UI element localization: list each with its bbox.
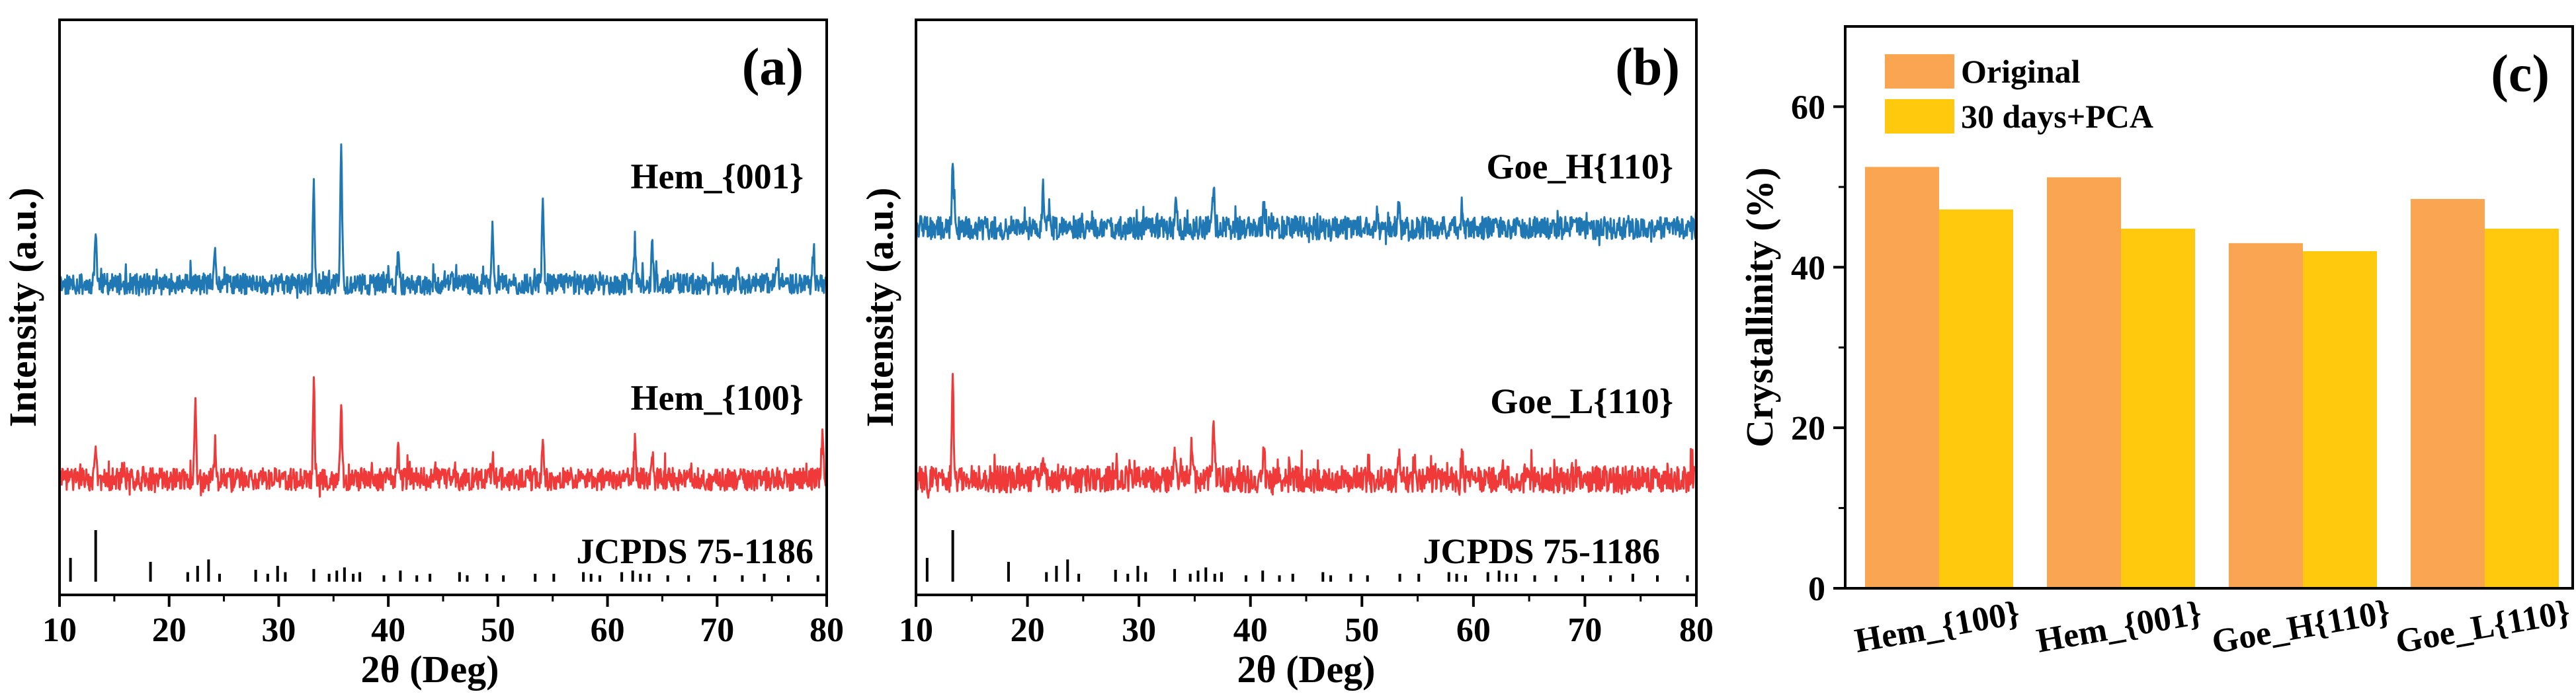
- panel-c-y-tick-label: 0: [1808, 570, 1825, 608]
- legend-swatch-original: [1885, 54, 1954, 89]
- panel-b-letter: (b): [1615, 38, 1680, 97]
- bar-30days-2: [2303, 251, 2377, 588]
- panel-b-lower-trace: [915, 373, 1698, 499]
- panel-a-x-axis: 10 20 30 40 50 60 70 80: [42, 595, 844, 649]
- panel-a-y-title: Intensity (a.u.): [1, 188, 44, 428]
- panel-c-y-tick-label: 60: [1791, 89, 1825, 126]
- panel-c-y-title: Crystallinity (%): [1738, 167, 1781, 447]
- panel-c-frame: [1844, 25, 2574, 590]
- panel-a-x-tick-label: 50: [481, 611, 515, 649]
- panel-a-frame: [58, 19, 828, 596]
- panel-b-lower-label: Goe_L{110}: [1490, 381, 1673, 421]
- panel-b-upper-trace: [915, 163, 1698, 247]
- category-label: Goe_H{110}: [2209, 593, 2393, 661]
- panel-a-x-tick-label: 40: [371, 611, 405, 649]
- panel-c-y-tick-label: 40: [1791, 249, 1825, 287]
- bar-30days-3: [2485, 229, 2559, 588]
- legend-label-original: Original: [1961, 53, 2081, 90]
- panel-b-plot-area: [915, 163, 1698, 582]
- panel-a-x-tick-label: 10: [42, 611, 77, 649]
- panel-b-x-tick-label: 50: [1345, 611, 1379, 649]
- panel-a-x-tick-label: 80: [810, 611, 844, 649]
- panel-c-letter: (c): [2491, 45, 2550, 103]
- panel-b-x-tick-label: 40: [1233, 611, 1268, 649]
- panel-c-bars: [1865, 167, 2559, 589]
- panel-a-lower-trace: [58, 376, 828, 498]
- panel-a-upper-label: Hem_{001}: [630, 157, 804, 196]
- panel-c-y-tick-label: 20: [1791, 410, 1825, 447]
- panel-b-x-axis: 10 20 30 40 50 60 70 80: [899, 595, 1714, 649]
- panel-a-lower-label: Hem_{100}: [630, 378, 804, 418]
- category-label: Hem_{100}: [1852, 594, 2022, 660]
- panel-b-x-tick-label: 70: [1567, 611, 1602, 649]
- panel-c: Hem_{100} Hem_{001} Goe_H{110} Goe_L{110} 0 2…: [1738, 25, 2574, 661]
- panel-a-x-tick-label: 60: [591, 611, 625, 649]
- bar-original-0: [1865, 167, 1939, 588]
- panel-b-x-tick-label: 20: [1011, 611, 1045, 649]
- bar-original-2: [2229, 243, 2303, 588]
- panel-a-letter: (a): [742, 38, 804, 97]
- panel-b-frame: [915, 19, 1698, 596]
- panel-b-y-title: Intensity (a.u.): [858, 188, 901, 428]
- bar-original-3: [2411, 199, 2485, 589]
- category-label: Hem_{001}: [2034, 594, 2204, 660]
- bar-30days-1: [2121, 229, 2195, 588]
- legend-label-30days: 30 days+PCA: [1961, 98, 2153, 135]
- panel-b-x-tick-label: 30: [1122, 611, 1156, 649]
- panel-a-upper-trace: [58, 143, 828, 299]
- panel-b-x-tick-label: 10: [899, 611, 933, 649]
- panel-a-x-title: 2θ (Deg): [360, 648, 499, 691]
- panel-a-plot-area: [58, 143, 828, 582]
- panel-a-reference-label: JCPDS 75-1186: [576, 531, 813, 571]
- legend-swatch-30days: [1885, 99, 1954, 134]
- panel-b-upper-label: Goe_H{110}: [1486, 147, 1673, 186]
- panel-b-reference-label: JCPDS 75-1186: [1423, 531, 1660, 571]
- panel-b-x-title: 2θ (Deg): [1237, 648, 1375, 691]
- panel-b: 10 20 30 40 50 60 70 80 (b) Goe_H{110} Goe_L{11…: [858, 19, 1714, 691]
- panel-b-x-tick-label: 80: [1679, 611, 1714, 649]
- category-label: Goe_L{110}: [2393, 594, 2573, 661]
- panel-a-x-tick-label: 70: [700, 611, 734, 649]
- bar-original-1: [2047, 177, 2121, 588]
- panel-c-legend: Original 30 days+PCA: [1885, 53, 2153, 135]
- panel-a-x-tick-label: 20: [152, 611, 187, 649]
- panel-b-x-tick-label: 60: [1456, 611, 1491, 649]
- bar-30days-0: [1939, 209, 2013, 588]
- panel-a-x-tick-label: 30: [261, 611, 296, 649]
- panel-a: 10 20 30 40 50 60 70 80 (a) Hem_{001} Hem_{100}…: [1, 19, 844, 691]
